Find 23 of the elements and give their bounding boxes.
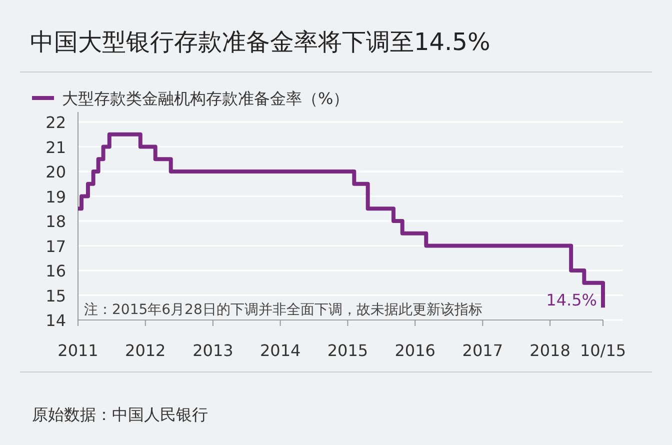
x-tick-label: 2013 bbox=[192, 341, 234, 360]
chart-title: 中国大型银行存款准备金率将下调至14.5% bbox=[30, 28, 490, 56]
y-tick-label: 14 bbox=[46, 311, 66, 330]
y-tick-label: 16 bbox=[46, 262, 66, 280]
x-tick-label: 2017 bbox=[462, 341, 503, 360]
y-tick-label: 21 bbox=[46, 138, 66, 157]
y-tick-label: 20 bbox=[46, 162, 66, 182]
annotation: 注：2015年6月28日的下调并非全面下调，故未据此更新该指标 bbox=[84, 302, 482, 318]
x-tick-label: 2011 bbox=[58, 341, 98, 360]
y-tick-label: 22 bbox=[46, 113, 66, 132]
y-tick-label: 18 bbox=[46, 212, 66, 231]
y-tick-label: 15 bbox=[46, 286, 66, 306]
x-tick-label: 2015 bbox=[327, 341, 368, 360]
y-tick-label: 19 bbox=[46, 187, 66, 206]
legend-label: 大型存款类金融机构存款准备金率（%） bbox=[62, 89, 350, 108]
y-tick-label: 17 bbox=[46, 236, 66, 256]
x-tick-label: 10/15 bbox=[580, 341, 626, 360]
x-tick-label: 2014 bbox=[260, 341, 301, 360]
x-tick-label: 2016 bbox=[394, 341, 436, 360]
annotation: 14.5% bbox=[546, 290, 597, 310]
x-tick-label: 2012 bbox=[125, 341, 166, 360]
text: 原始数据：中国人民银行 bbox=[32, 405, 208, 424]
x-tick-label: 2018 bbox=[530, 341, 570, 360]
